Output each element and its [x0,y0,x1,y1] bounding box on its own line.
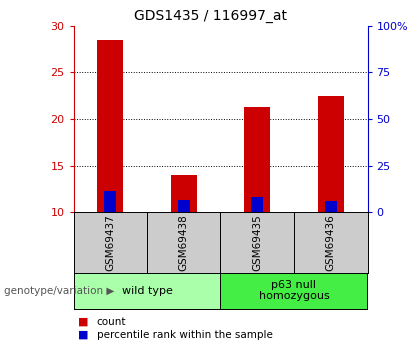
Bar [244,107,270,212]
Bar [178,200,189,212]
Text: count: count [97,317,126,327]
Bar [105,191,116,212]
Text: genotype/variation ▶: genotype/variation ▶ [4,286,115,296]
Text: ■: ■ [78,330,88,340]
Bar [171,175,197,212]
Text: p63 null
homozygous: p63 null homozygous [259,280,329,302]
Text: GSM69438: GSM69438 [179,214,189,271]
Text: percentile rank within the sample: percentile rank within the sample [97,330,273,340]
Text: GSM69435: GSM69435 [252,214,262,271]
Text: GDS1435 / 116997_at: GDS1435 / 116997_at [134,9,286,23]
Text: ■: ■ [78,317,88,327]
Bar [325,201,336,212]
Text: GSM69436: GSM69436 [326,214,336,271]
Bar [318,96,344,212]
Bar [97,40,123,212]
Text: wild type: wild type [121,286,173,296]
Text: GSM69437: GSM69437 [105,214,115,271]
Bar [252,197,263,212]
